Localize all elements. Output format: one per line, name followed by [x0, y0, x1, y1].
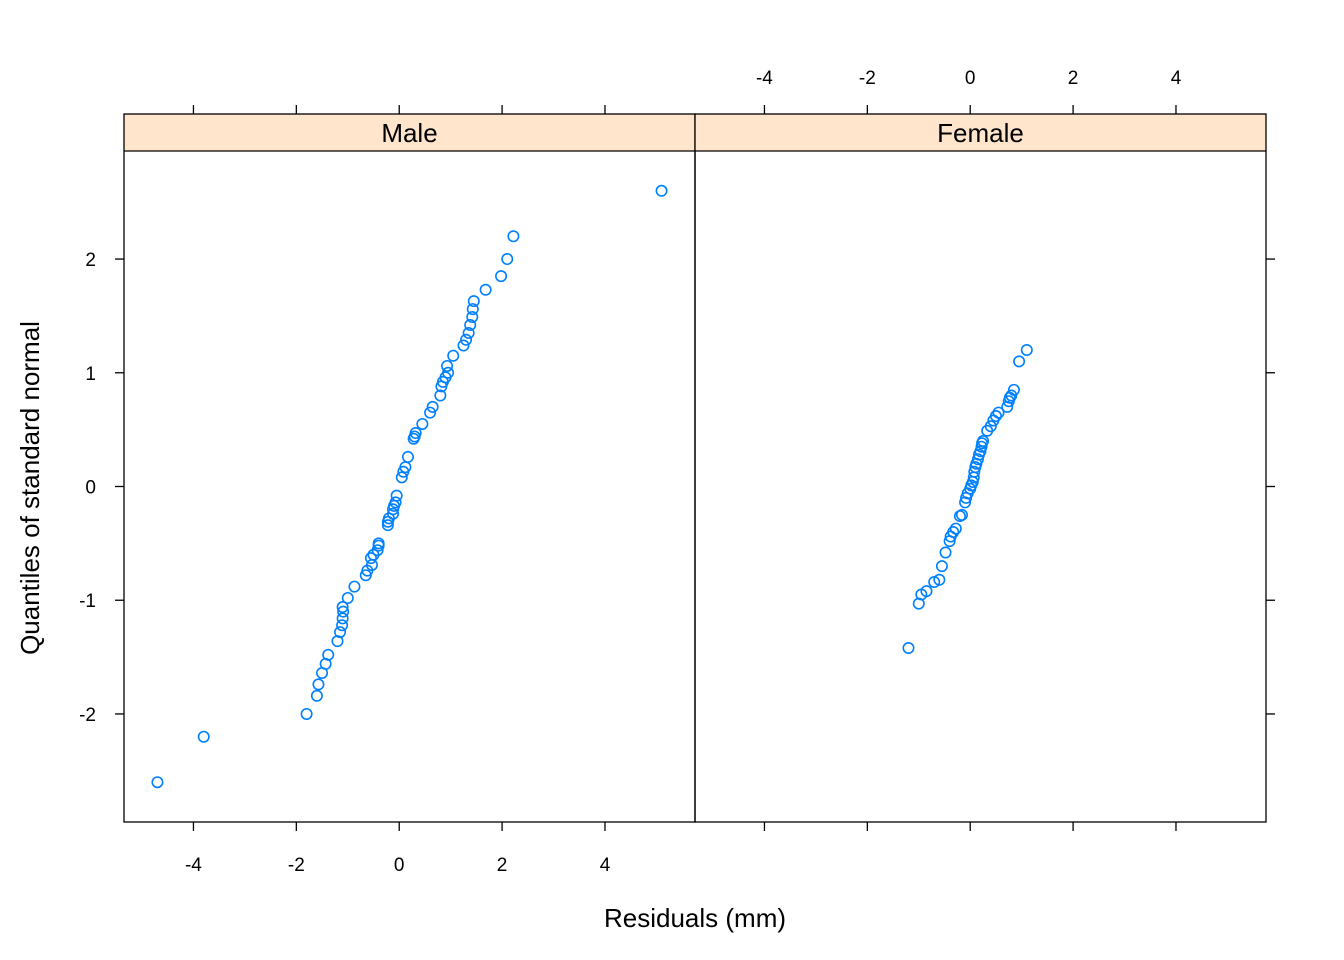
y-tick-label--2: -2	[79, 705, 96, 726]
point-male-31	[390, 489, 403, 502]
point-male-46	[442, 366, 455, 379]
point-male-24	[381, 519, 394, 532]
point-female-33	[989, 409, 1002, 422]
x-tick-label-female-4: 4	[1171, 68, 1182, 89]
y-tick-label--1: -1	[79, 591, 96, 612]
point-male-40	[424, 406, 437, 419]
point-male-50	[460, 333, 473, 346]
point-male-2	[300, 707, 313, 720]
point-male-15	[348, 580, 361, 593]
panel-border-male	[123, 113, 696, 823]
point-male-47	[441, 359, 454, 372]
strip-male	[124, 114, 695, 151]
panel-female: Female -4 -2 0 2 4	[694, 68, 1275, 831]
point-male-12	[337, 605, 350, 618]
point-male-52	[464, 319, 477, 332]
point-male-56	[479, 283, 492, 296]
x-tick-label-male--2: -2	[288, 855, 305, 876]
point-male-42	[434, 389, 447, 402]
x-tick-label-female--4: -4	[756, 68, 773, 89]
point-female-11	[949, 522, 962, 535]
point-female-3	[920, 585, 933, 598]
point-female-7	[939, 546, 952, 559]
point-male-51	[462, 326, 475, 339]
point-female-29	[977, 435, 990, 448]
panel-male: Male -4 -2 0 2 4 -2 -1 0 1 2	[79, 105, 696, 876]
point-male-14	[341, 591, 354, 604]
point-male-1	[197, 730, 210, 743]
point-male-58	[501, 253, 514, 266]
point-female-38	[1005, 389, 1018, 402]
y-tick-label-0: 0	[85, 478, 96, 499]
point-male-27	[387, 507, 400, 520]
point-male-60	[655, 184, 668, 197]
x-tick-label-male-4: 4	[600, 855, 611, 876]
x-tick-label-female-0: 0	[965, 68, 976, 89]
point-male-30	[389, 496, 402, 509]
x-tick-label-male--4: -4	[185, 855, 202, 876]
point-male-32	[395, 471, 408, 484]
strip-label-female: Female	[937, 118, 1024, 148]
strip-female	[695, 114, 1266, 151]
point-male-39	[416, 417, 429, 430]
point-male-9	[334, 626, 347, 639]
point-female-21	[968, 465, 981, 478]
point-male-19	[364, 552, 377, 565]
point-female-10	[947, 525, 960, 538]
point-female-34	[992, 406, 1005, 419]
point-male-13	[336, 601, 349, 614]
point-male-59	[507, 230, 520, 243]
point-male-54	[466, 303, 479, 316]
point-male-7	[322, 648, 335, 661]
point-male-10	[336, 619, 349, 632]
panel-border-female	[694, 113, 1267, 823]
y-tick-label-2: 2	[85, 250, 96, 271]
point-male-53	[466, 311, 479, 324]
point-female-39	[1007, 383, 1020, 396]
panels-layer: Male -4 -2 0 2 4 -2 -1 0 1 2 Female -4 -2 0 2 4	[79, 68, 1275, 876]
point-male-38	[409, 427, 422, 440]
x-tick-label-male-0: 0	[394, 855, 405, 876]
point-male-23	[372, 537, 385, 550]
point-female-5	[933, 573, 946, 586]
y-tick-label-1: 1	[85, 364, 96, 385]
point-female-40	[1013, 355, 1026, 368]
point-male-11	[336, 612, 349, 625]
point-female-6	[935, 560, 948, 573]
point-female-31	[984, 420, 997, 433]
point-male-49	[457, 339, 470, 352]
point-female-24	[971, 453, 984, 466]
y-axis-title: Quantiles of standard normal	[15, 321, 45, 655]
point-male-4	[312, 678, 325, 691]
point-male-48	[447, 349, 460, 362]
point-male-57	[495, 270, 508, 283]
x-tick-label-female--2: -2	[859, 68, 876, 89]
point-male-55	[467, 295, 480, 308]
point-male-21	[371, 544, 384, 557]
point-female-41	[1020, 344, 1033, 357]
x-tick-label-male-2: 2	[497, 855, 508, 876]
point-male-41	[426, 400, 439, 413]
x-tick-label-female-2: 2	[1068, 68, 1079, 89]
x-axis-title: Residuals (mm)	[604, 903, 786, 933]
point-female-13	[955, 508, 968, 521]
strip-label-male: Male	[381, 118, 437, 148]
point-male-3	[310, 689, 323, 702]
point-male-35	[401, 450, 414, 463]
point-male-0	[151, 776, 164, 789]
point-female-0	[902, 641, 915, 654]
